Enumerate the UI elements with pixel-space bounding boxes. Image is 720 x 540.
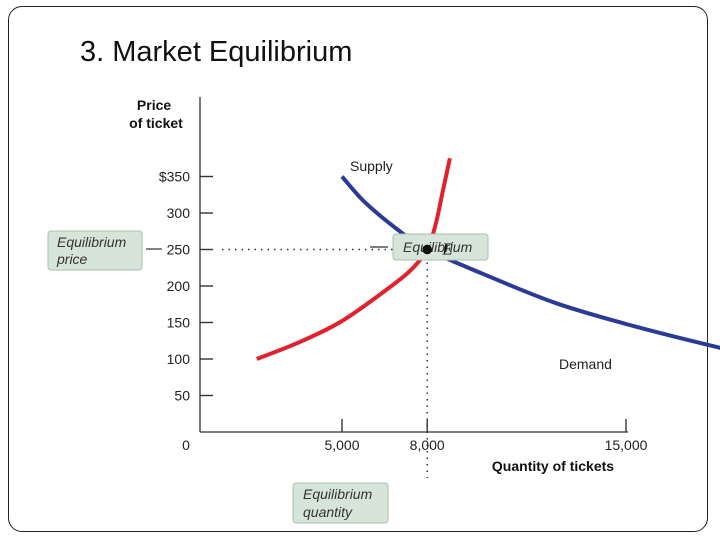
equilibrium-price-callout-box xyxy=(47,230,143,271)
x-axis-title: Quantity of tickets xyxy=(492,458,614,474)
curves: Supply Demand xyxy=(256,157,720,372)
equilibrium-point-callout: Equilibrium xyxy=(370,233,489,261)
slide-title: 3. Market Equilibrium xyxy=(80,36,353,68)
equilibrium-quantity-callout-line-1: Equilibrium xyxy=(303,486,373,502)
slide-frame xyxy=(8,6,708,532)
y-tick-label: 200 xyxy=(167,278,191,294)
equilibrium-point xyxy=(422,244,433,255)
supply-curve xyxy=(256,157,452,361)
y-axis-title-line-2: of ticket xyxy=(129,115,183,131)
equilibrium-price-callout: Equilibrium price xyxy=(47,230,162,271)
x-tick-label: 15,000 xyxy=(605,437,648,453)
equilibrium-quantity-callout-box xyxy=(292,482,389,524)
y-tick-label: $350 xyxy=(159,169,190,185)
equilibrium-quantity-callout-line-2: quantity xyxy=(303,504,353,520)
demand-curve xyxy=(340,175,720,350)
equilibrium-price-callout-line-1: Equilibrium xyxy=(57,234,127,250)
supply-label: Supply xyxy=(350,158,393,174)
axes xyxy=(199,97,628,433)
origin-label: 0 xyxy=(182,437,190,453)
equilibrium-point-callout-text: Equilibrium xyxy=(403,239,473,255)
y-tick-label: 300 xyxy=(167,205,191,221)
equilibrium-point-callout-box xyxy=(392,233,489,261)
y-tick-label: 250 xyxy=(167,242,191,258)
y-tick-label: 50 xyxy=(174,388,190,404)
x-tick-label: 5,000 xyxy=(324,437,359,453)
demand-label: Demand xyxy=(559,356,612,372)
y-axis-title: Price of ticket xyxy=(129,97,183,131)
y-axis-title-line-1: Price xyxy=(137,97,171,113)
equilibrium-quantity-callout: Equilibrium quantity xyxy=(292,482,389,524)
equilibrium-point-layer: E xyxy=(422,240,453,259)
y-tick-label: 150 xyxy=(167,315,191,331)
equilibrium-quantity-callout-text: Equilibrium quantity xyxy=(303,486,376,520)
y-tick-label: 100 xyxy=(167,351,191,367)
equilibrium-point-label: E xyxy=(441,240,453,259)
equilibrium-price-callout-text: Equilibrium price xyxy=(56,234,130,267)
equilibrium-price-callout-line-2: price xyxy=(56,251,88,267)
